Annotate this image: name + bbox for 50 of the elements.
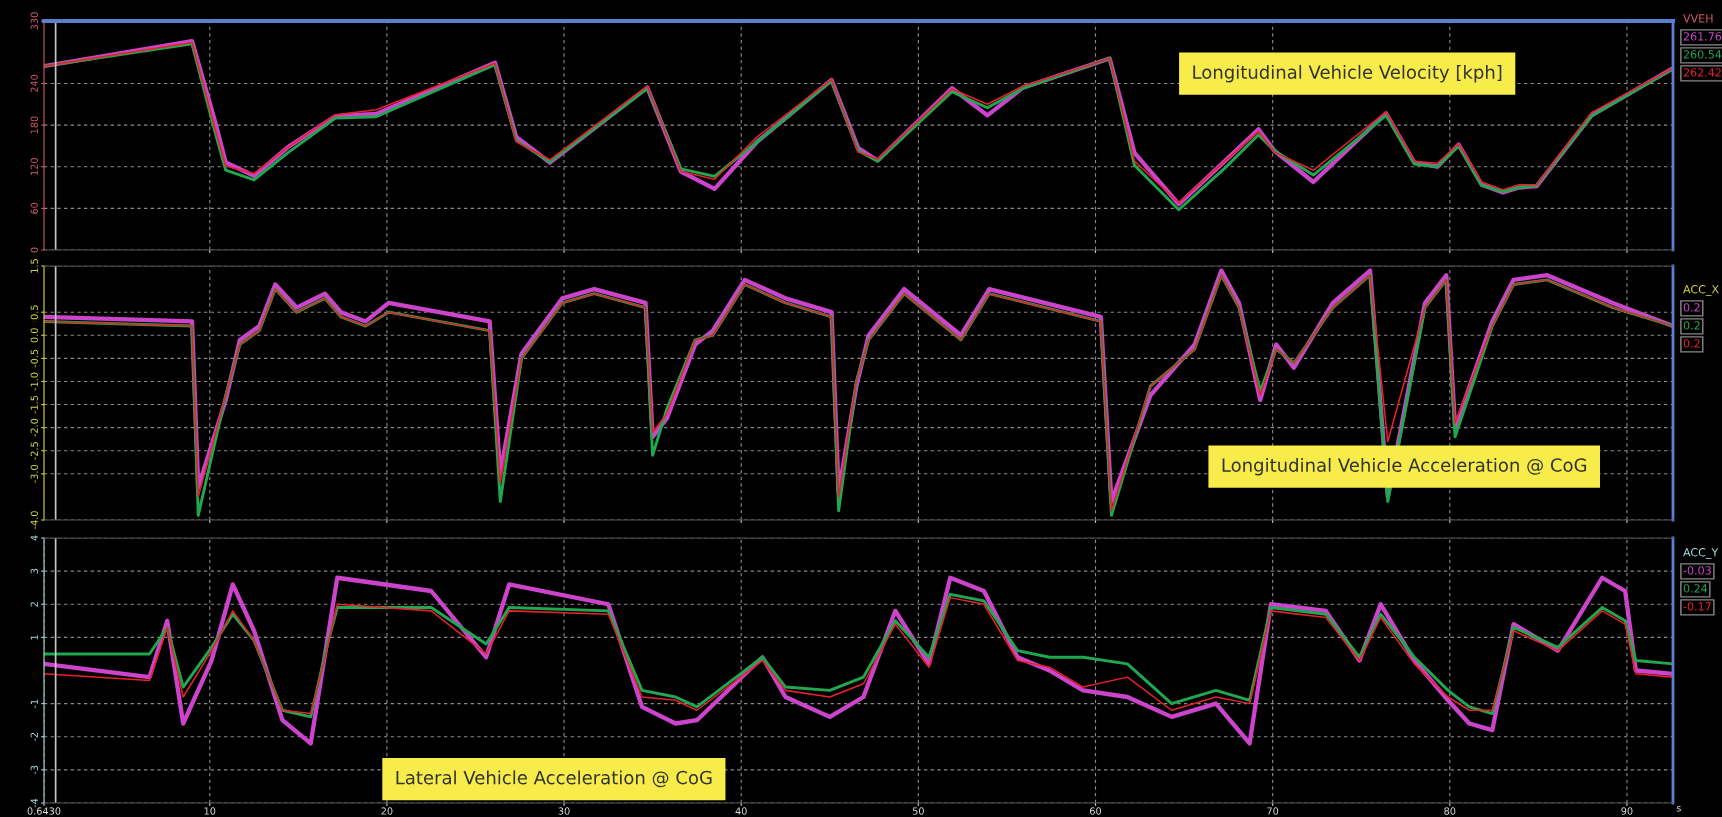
y-tick-label: -2.5 <box>30 442 38 460</box>
y-tick-label: 3 <box>30 568 38 574</box>
y-tick-label: -0.5 <box>30 349 38 368</box>
y-tick-label: -4 <box>30 798 38 808</box>
y-tick-label: -3.0 <box>30 464 38 483</box>
text: -0.17 <box>1683 602 1711 611</box>
text: Lateral Vehicle Acceleration @ CoG <box>396 770 712 788</box>
text: 0.24 <box>1683 584 1708 593</box>
text: 262.42 <box>1683 68 1721 77</box>
y-tick-label: 120 <box>30 158 38 175</box>
y-tick-label: 0 <box>30 247 38 253</box>
y-tick-label: 2 <box>30 602 38 607</box>
y-tick-label: 180 <box>30 116 38 134</box>
x-tick-label: 80 <box>1444 807 1456 815</box>
y-tick-label: -1.0 <box>30 372 38 391</box>
text: 0.2 <box>1683 339 1700 348</box>
text: 261.76 <box>1683 32 1722 41</box>
text: 0.2 <box>1683 321 1700 330</box>
x-tick-label: 90 <box>1621 807 1633 815</box>
text: VVEH <box>1683 14 1713 23</box>
y-tick-label: 1.5 <box>30 259 38 273</box>
y-tick-label: 0.5 <box>30 305 38 320</box>
text: -0.03 <box>1683 566 1711 575</box>
y-tick-label: -2.0 <box>30 418 38 437</box>
y-tick-label: -1 <box>30 699 38 708</box>
x-tick-label: 20 <box>381 807 393 815</box>
y-tick-label: 1 <box>30 635 38 640</box>
x-tick-label: 40 <box>735 807 747 815</box>
x-tick-label: 50 <box>912 807 924 815</box>
y-tick-label: -3 <box>30 765 38 775</box>
x-tick-label: 0.6430 <box>27 807 61 815</box>
x-tick-label: 10 <box>204 807 216 815</box>
x-tick-label: 30 <box>558 807 570 815</box>
y-tick-label: 60 <box>30 202 38 214</box>
x-tick-label: 70 <box>1267 807 1279 815</box>
y-tick-label: 0.0 <box>30 328 38 343</box>
text: Longitudinal Vehicle Acceleration @ CoG <box>1222 457 1587 476</box>
text: ACC_Y <box>1683 548 1719 559</box>
y-tick-label: -2 <box>30 732 38 742</box>
x-tick-label: 60 <box>1089 807 1102 815</box>
y-tick-label: -1.5 <box>30 395 38 414</box>
y-tick-label: 330 <box>30 12 38 30</box>
text: ACC_X <box>1683 285 1719 296</box>
text: 0.2 <box>1683 303 1700 312</box>
y-tick-label: 240 <box>30 74 38 93</box>
x-axis-title: s <box>1676 806 1681 812</box>
y-tick-label: 4 <box>30 535 38 541</box>
y-tick-label: -4.0 <box>30 511 38 530</box>
text: 260.54 <box>1683 50 1722 59</box>
text: Longitudinal Vehicle Velocity [kph] <box>1193 64 1502 83</box>
